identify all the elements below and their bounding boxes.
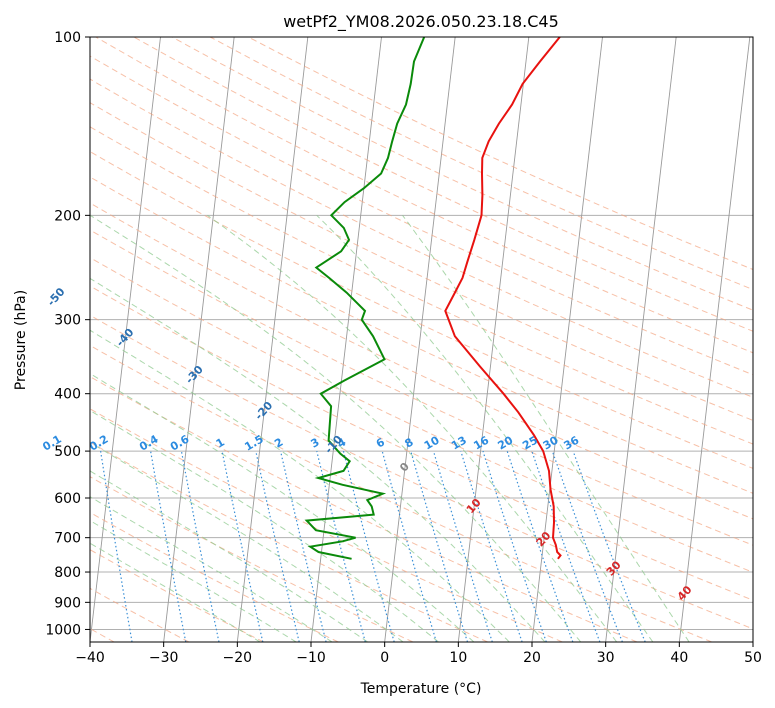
mixing-ratio-line bbox=[410, 450, 469, 642]
dry-adiabat-line bbox=[90, 476, 414, 642]
y-tick-label: 400 bbox=[54, 387, 81, 403]
mixing-ratio-line bbox=[572, 450, 646, 642]
isotherm-line bbox=[163, 37, 235, 642]
dry-adiabat-line bbox=[90, 511, 339, 642]
mixing-ratio-line bbox=[506, 450, 574, 642]
mixing-ratio-line bbox=[531, 450, 601, 642]
x-tick-label: 10 bbox=[449, 650, 467, 666]
x-tick-label: 50 bbox=[744, 650, 762, 666]
mixing-ratio-line bbox=[342, 450, 395, 642]
dry-adiabat-line bbox=[90, 257, 753, 573]
y-tick-label: 900 bbox=[54, 595, 81, 611]
isotherm-line bbox=[310, 37, 382, 642]
dry-adiabat-line bbox=[90, 176, 753, 494]
mixing-ratio-line bbox=[316, 450, 366, 642]
mixing-ratio-line bbox=[180, 450, 220, 642]
y-axis-label: Pressure (hPa) bbox=[13, 290, 29, 390]
y-tick-label: 500 bbox=[54, 444, 81, 460]
dry-adiabat-line bbox=[90, 408, 563, 642]
dry-adiabat-line bbox=[171, 37, 753, 311]
x-axis: −40 −30 −20 −10 0 10 20 30 40 50 bbox=[75, 642, 762, 666]
x-tick-label: 40 bbox=[670, 650, 688, 666]
moist-adiabat-line bbox=[90, 542, 261, 642]
background-lines bbox=[90, 37, 753, 642]
moist-adiabat-line bbox=[90, 329, 510, 642]
isotherm-line bbox=[384, 37, 456, 642]
moist-adiabat-line bbox=[90, 441, 404, 642]
x-tick-label: −30 bbox=[149, 650, 179, 666]
mixing-ratio-line bbox=[255, 450, 300, 642]
y-tick-label: 600 bbox=[54, 491, 81, 507]
y-tick-label: 300 bbox=[54, 313, 81, 329]
isotherm-line bbox=[678, 37, 751, 642]
dry-adiabat-line bbox=[90, 78, 753, 398]
moist-adiabat-line bbox=[90, 520, 297, 642]
dry-adiabat-line bbox=[90, 314, 753, 630]
y-tick-label: 1000 bbox=[45, 622, 81, 638]
isotherm-line bbox=[531, 37, 603, 642]
dry-adiabat-line bbox=[90, 229, 753, 546]
mixing-ratio-line bbox=[432, 450, 493, 642]
mixing-ratio-line bbox=[381, 450, 437, 642]
moist-adiabat-line bbox=[90, 373, 475, 642]
dry-adiabat-line bbox=[90, 55, 753, 376]
dewpoint-profile-line bbox=[304, 37, 426, 560]
plot-frame bbox=[89, 36, 754, 643]
mixing-ratio-line bbox=[460, 450, 523, 642]
dry-adiabat-line bbox=[133, 37, 753, 332]
dry-adiabat-line bbox=[90, 549, 264, 642]
y-tick-label: 200 bbox=[54, 208, 81, 224]
x-tick-label: −20 bbox=[223, 650, 253, 666]
x-tick-label: 20 bbox=[523, 650, 541, 666]
x-tick-label: −40 bbox=[75, 650, 105, 666]
temperature-profile-line bbox=[444, 37, 562, 560]
chart-title: wetPf2_YM08.2026.050.23.18.C45 bbox=[283, 12, 559, 32]
dry-adiabat-line bbox=[90, 376, 638, 642]
dry-adiabat-line bbox=[90, 441, 488, 642]
mixing-ratio-line bbox=[482, 450, 547, 642]
isotherm-line bbox=[90, 37, 161, 642]
y-tick-label: 800 bbox=[54, 565, 81, 581]
y-tick-label: 700 bbox=[54, 531, 81, 547]
moist-adiabat-line bbox=[90, 409, 439, 642]
mixing-ratio-line bbox=[551, 450, 623, 642]
mixing-ratio-line bbox=[221, 450, 264, 642]
moist-adiabat-line bbox=[90, 277, 546, 642]
y-tick-label: 100 bbox=[54, 30, 81, 46]
isotherm-line bbox=[236, 37, 309, 642]
x-tick-label: 0 bbox=[380, 650, 389, 666]
moist-adiabat-line bbox=[402, 215, 690, 642]
x-tick-label: −10 bbox=[296, 650, 326, 666]
moist-adiabat-line bbox=[90, 470, 368, 642]
isotherm-line bbox=[457, 37, 530, 642]
y-axis: 1000 900 800 700 600 500 400 300 200 100 bbox=[45, 30, 90, 638]
isotherm-line bbox=[605, 37, 677, 642]
x-tick-label: 30 bbox=[597, 650, 615, 666]
moist-adiabat-line bbox=[316, 214, 654, 642]
x-axis-label: Temperature (°C) bbox=[360, 681, 482, 697]
dry-adiabat-line bbox=[90, 344, 712, 642]
mixing-ratio-line bbox=[280, 450, 327, 642]
data-lines bbox=[304, 37, 562, 560]
